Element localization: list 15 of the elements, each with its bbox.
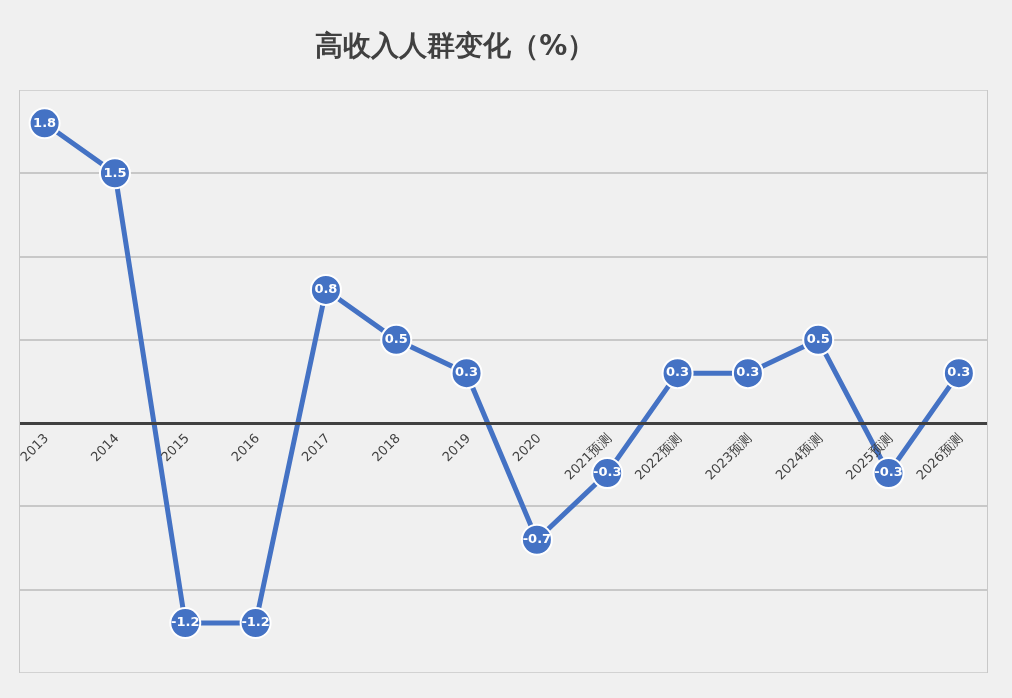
- data-label: -1.2: [241, 614, 270, 630]
- data-label: -1.2: [171, 614, 200, 630]
- data-label: 0.5: [384, 331, 408, 347]
- data-label: 0.3: [666, 364, 690, 380]
- data-label: -0.3: [593, 464, 622, 480]
- data-label: 0.3: [947, 364, 971, 380]
- data-label: -0.7: [522, 530, 552, 546]
- data-label: 1.5: [103, 164, 127, 180]
- data-label: 0.3: [736, 364, 760, 380]
- data-label: 1.8: [33, 114, 57, 130]
- chart-title: 高收入人群变化（%）: [315, 28, 596, 62]
- data-label: 0.3: [455, 364, 479, 380]
- data-label: 0.8: [314, 281, 338, 297]
- data-label: -0.3: [874, 464, 903, 480]
- data-label: 0.5: [806, 331, 830, 347]
